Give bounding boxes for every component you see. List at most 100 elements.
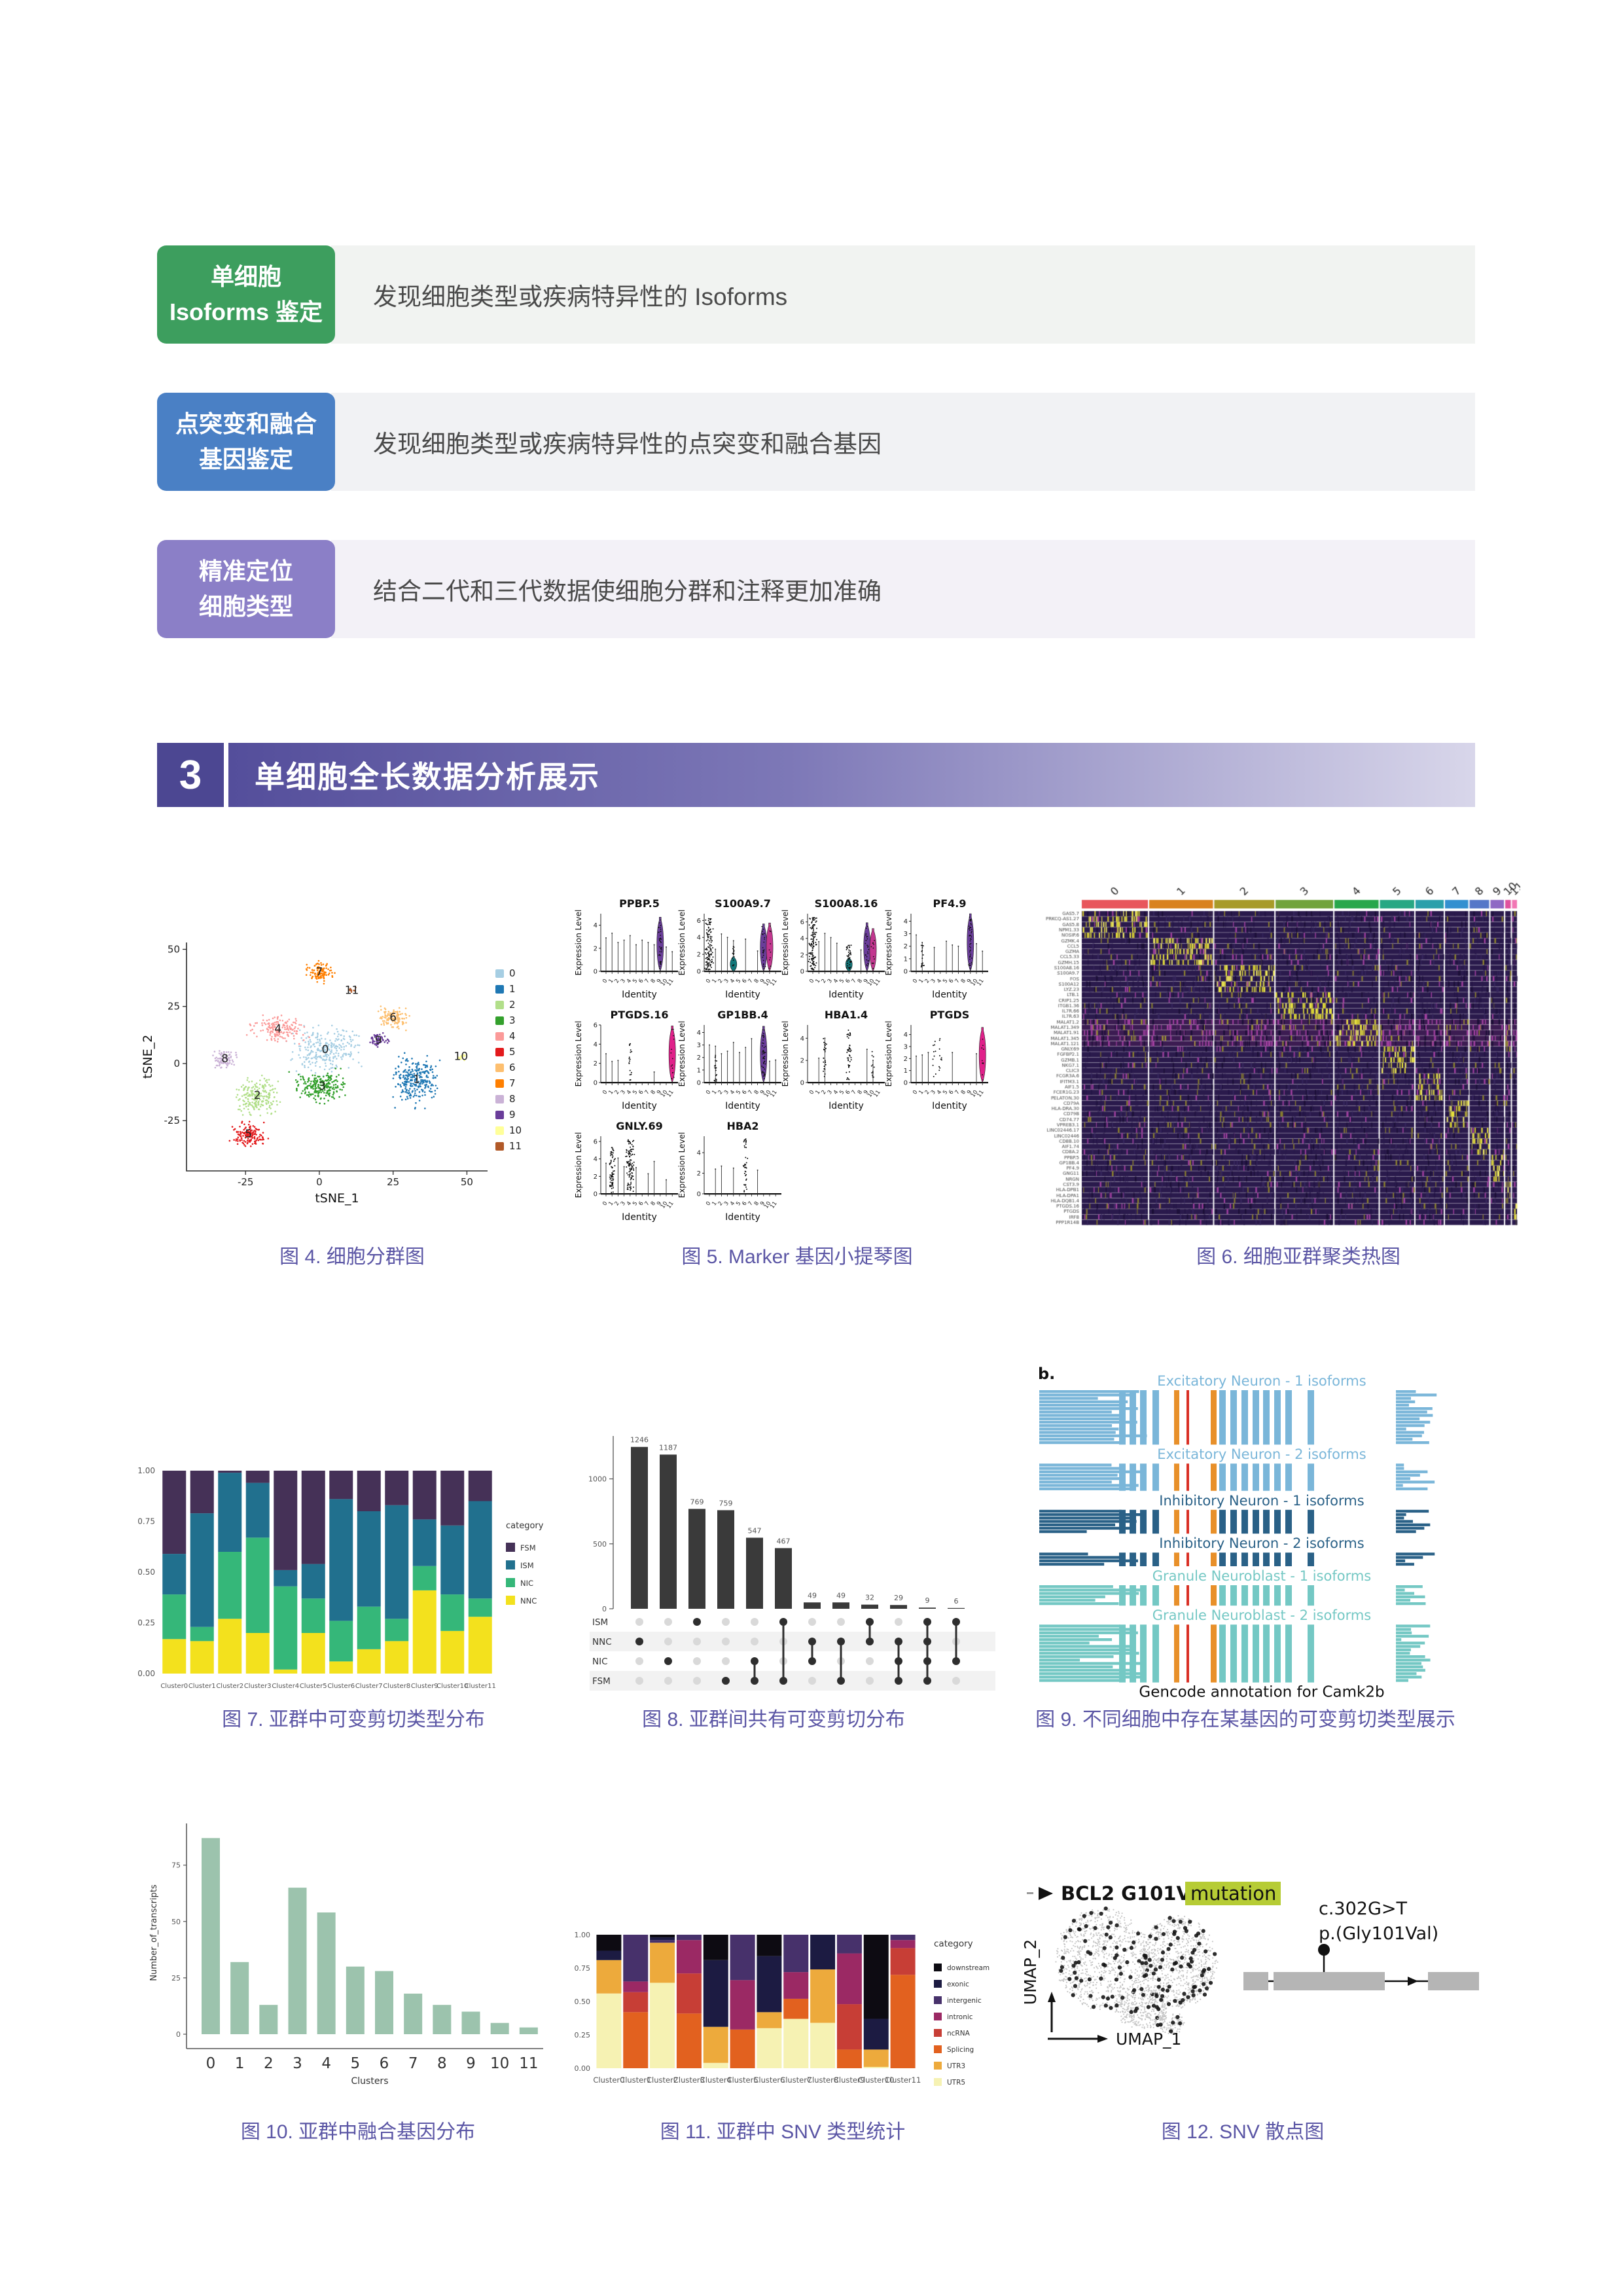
svg-text:5: 5	[735, 978, 742, 984]
svg-text:6: 6	[741, 1089, 748, 1096]
svg-text:2: 2	[594, 945, 597, 952]
figure-snv-type-stack: 0.00 0.25 0.50 0.75 1.00 Cluster0 Cluster1 Clus…	[573, 1884, 1037, 2106]
svg-text:0: 0	[904, 1080, 908, 1087]
svg-text:0: 0	[601, 1089, 609, 1096]
svg-text:Expression Level: Expression Level	[781, 910, 790, 976]
svg-text:2: 2	[254, 1089, 261, 1102]
svg-text:8: 8	[650, 1089, 657, 1096]
svg-text:9: 9	[656, 978, 663, 984]
figure-marker-violins: PPBP.5 0 2 4 Expression Level 0 1 2 3 4 5 6 7 8 9 10 11 I…	[571, 890, 990, 1244]
svg-text:6: 6	[637, 978, 645, 984]
svg-text:6: 6	[948, 978, 955, 984]
svg-text:5: 5	[838, 978, 846, 984]
svg-text:1.00: 1.00	[575, 1931, 591, 1939]
feature-description-text: 发现细胞类型或疾病特异性的 Isoforms	[373, 283, 788, 310]
svg-text:0.50: 0.50	[137, 1568, 155, 1577]
svg-text:FSM: FSM	[520, 1543, 536, 1552]
svg-text:BCL2 G101V: BCL2 G101V	[1061, 1882, 1191, 1905]
svg-text:intronic: intronic	[947, 2013, 973, 2021]
figure-upset-plot: 0 500 1000 ISM NNC NIC FSM 1246 1187 769 759 547 467…	[579, 1414, 1001, 1702]
svg-text:8: 8	[650, 978, 657, 984]
svg-text:Cluster3: Cluster3	[244, 1683, 272, 1690]
svg-text:2: 2	[594, 1174, 597, 1181]
svg-text:0: 0	[322, 1043, 329, 1056]
figure-isoform-tracks: b. Excitatory Neuron - 1 isoforms Excitato…	[1020, 1365, 1520, 1702]
svg-text:2: 2	[594, 1060, 597, 1067]
svg-text:Expression Level: Expression Level	[884, 1021, 893, 1087]
svg-text:Expression Level: Expression Level	[677, 1021, 687, 1087]
svg-text:8: 8	[960, 978, 967, 984]
svg-text:ncRNA: ncRNA	[947, 2030, 971, 2037]
svg-text:Cluster0: Cluster0	[160, 1683, 188, 1690]
svg-text:7: 7	[747, 978, 755, 984]
svg-text:6: 6	[594, 1139, 597, 1146]
svg-text:5: 5	[509, 1046, 516, 1058]
svg-text:9: 9	[656, 1089, 663, 1096]
svg-text:Number_of_transcripts: Number_of_transcripts	[149, 1884, 159, 1981]
svg-text:4: 4	[936, 1089, 943, 1096]
feature-label-line1: 精准定位	[198, 558, 293, 584]
svg-text:0: 0	[316, 1176, 323, 1188]
svg-text:2: 2	[800, 1058, 804, 1065]
svg-text:2: 2	[697, 952, 701, 959]
svg-text:0.00: 0.00	[575, 2064, 591, 2073]
svg-text:2: 2	[821, 1089, 828, 1096]
figure-fusion-bar: 0 25 50 75 Number_of_transcripts 0 1 2 3 4 5 6 7 8 9 10…	[141, 1812, 550, 2090]
svg-text:5: 5	[351, 2055, 361, 2072]
svg-text:75: 75	[171, 1861, 181, 1870]
caption-fig11: 图 11. 亚群中 SNV 类型统计	[660, 2121, 906, 2143]
feature-row-isoforms: 单细胞 Isoforms 鉴定 发现细胞类型或疾病特异性的 Isoforms	[157, 245, 1475, 344]
svg-text:2: 2	[800, 952, 804, 959]
svg-text:4: 4	[594, 922, 597, 929]
figure-tsne-clusters: -25 0 25 50 -25 0 25 50 tSNE_1 tSNE_2 0 1 2 3 4 5 6 7 8 9 10…	[131, 906, 537, 1221]
feature-label-line1: 单细胞	[210, 263, 281, 290]
svg-text:GP1BB.4: GP1BB.4	[717, 1009, 768, 1021]
svg-text:5: 5	[838, 1089, 846, 1096]
svg-text:Expression Level: Expression Level	[677, 910, 687, 976]
svg-text:PTGDS: PTGDS	[930, 1009, 970, 1021]
svg-text:Identity: Identity	[725, 1101, 760, 1111]
svg-text:4: 4	[626, 1200, 633, 1207]
svg-text:11: 11	[769, 978, 778, 988]
svg-text:4: 4	[697, 1150, 701, 1157]
svg-text:2: 2	[924, 978, 931, 984]
svg-text:Identity: Identity	[829, 1101, 864, 1111]
svg-text:7: 7	[644, 1200, 651, 1207]
svg-text:1: 1	[697, 1067, 701, 1074]
svg-text:5: 5	[632, 978, 639, 984]
svg-text:3: 3	[697, 1042, 701, 1049]
svg-text:4: 4	[832, 978, 840, 984]
feature-description-text: 结合二代和三代数据使细胞分群和注释更加准确	[373, 578, 882, 605]
svg-text:0: 0	[800, 969, 804, 976]
svg-text:1: 1	[814, 978, 821, 984]
svg-text:6: 6	[594, 1022, 597, 1030]
svg-text:8: 8	[437, 2055, 447, 2072]
svg-text:4: 4	[729, 978, 736, 984]
svg-text:0: 0	[206, 2055, 216, 2072]
svg-text:11: 11	[769, 1089, 778, 1099]
svg-text:Cluster7: Cluster7	[355, 1683, 383, 1690]
svg-text:4: 4	[936, 978, 943, 984]
svg-text:3: 3	[723, 978, 730, 984]
svg-text:0: 0	[509, 967, 516, 979]
svg-text:8: 8	[753, 978, 760, 984]
svg-text:1: 1	[918, 1089, 925, 1096]
svg-text:Identity: Identity	[725, 1212, 760, 1223]
svg-text:Expression Level: Expression Level	[574, 1021, 583, 1087]
svg-text:25: 25	[168, 1001, 180, 1013]
svg-text:NNC: NNC	[592, 1637, 612, 1647]
svg-text:3: 3	[904, 931, 908, 938]
svg-text:9: 9	[759, 978, 766, 984]
svg-text:3: 3	[319, 1080, 326, 1093]
feature-description: 发现细胞类型或疾病特异性的 Isoforms	[331, 245, 1475, 344]
caption-fig7: 图 7. 亚群中可变剪切类型分布	[222, 1709, 485, 1731]
svg-text:9: 9	[656, 1200, 663, 1207]
svg-text:Expression Level: Expression Level	[574, 910, 583, 976]
svg-text:2: 2	[717, 978, 724, 984]
svg-text:-25: -25	[238, 1176, 254, 1188]
svg-text:1187: 1187	[659, 1443, 677, 1452]
svg-text:Granule Neuroblast - 2 isoform: Granule Neuroblast - 2 isoforms	[1152, 1607, 1371, 1623]
svg-text:9: 9	[925, 1596, 930, 1605]
svg-text:Cluster9: Cluster9	[411, 1683, 438, 1690]
